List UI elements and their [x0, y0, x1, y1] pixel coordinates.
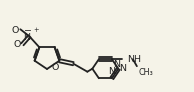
Text: N: N: [113, 60, 120, 69]
Text: −: −: [24, 25, 32, 34]
Text: N: N: [23, 33, 30, 42]
Text: O: O: [14, 40, 21, 49]
Text: CH₃: CH₃: [139, 68, 154, 77]
Text: N: N: [119, 64, 126, 73]
Text: O: O: [12, 26, 19, 35]
Text: NH: NH: [127, 55, 141, 64]
Text: O: O: [51, 63, 58, 72]
Text: N: N: [108, 67, 115, 76]
Text: +: +: [33, 27, 39, 33]
